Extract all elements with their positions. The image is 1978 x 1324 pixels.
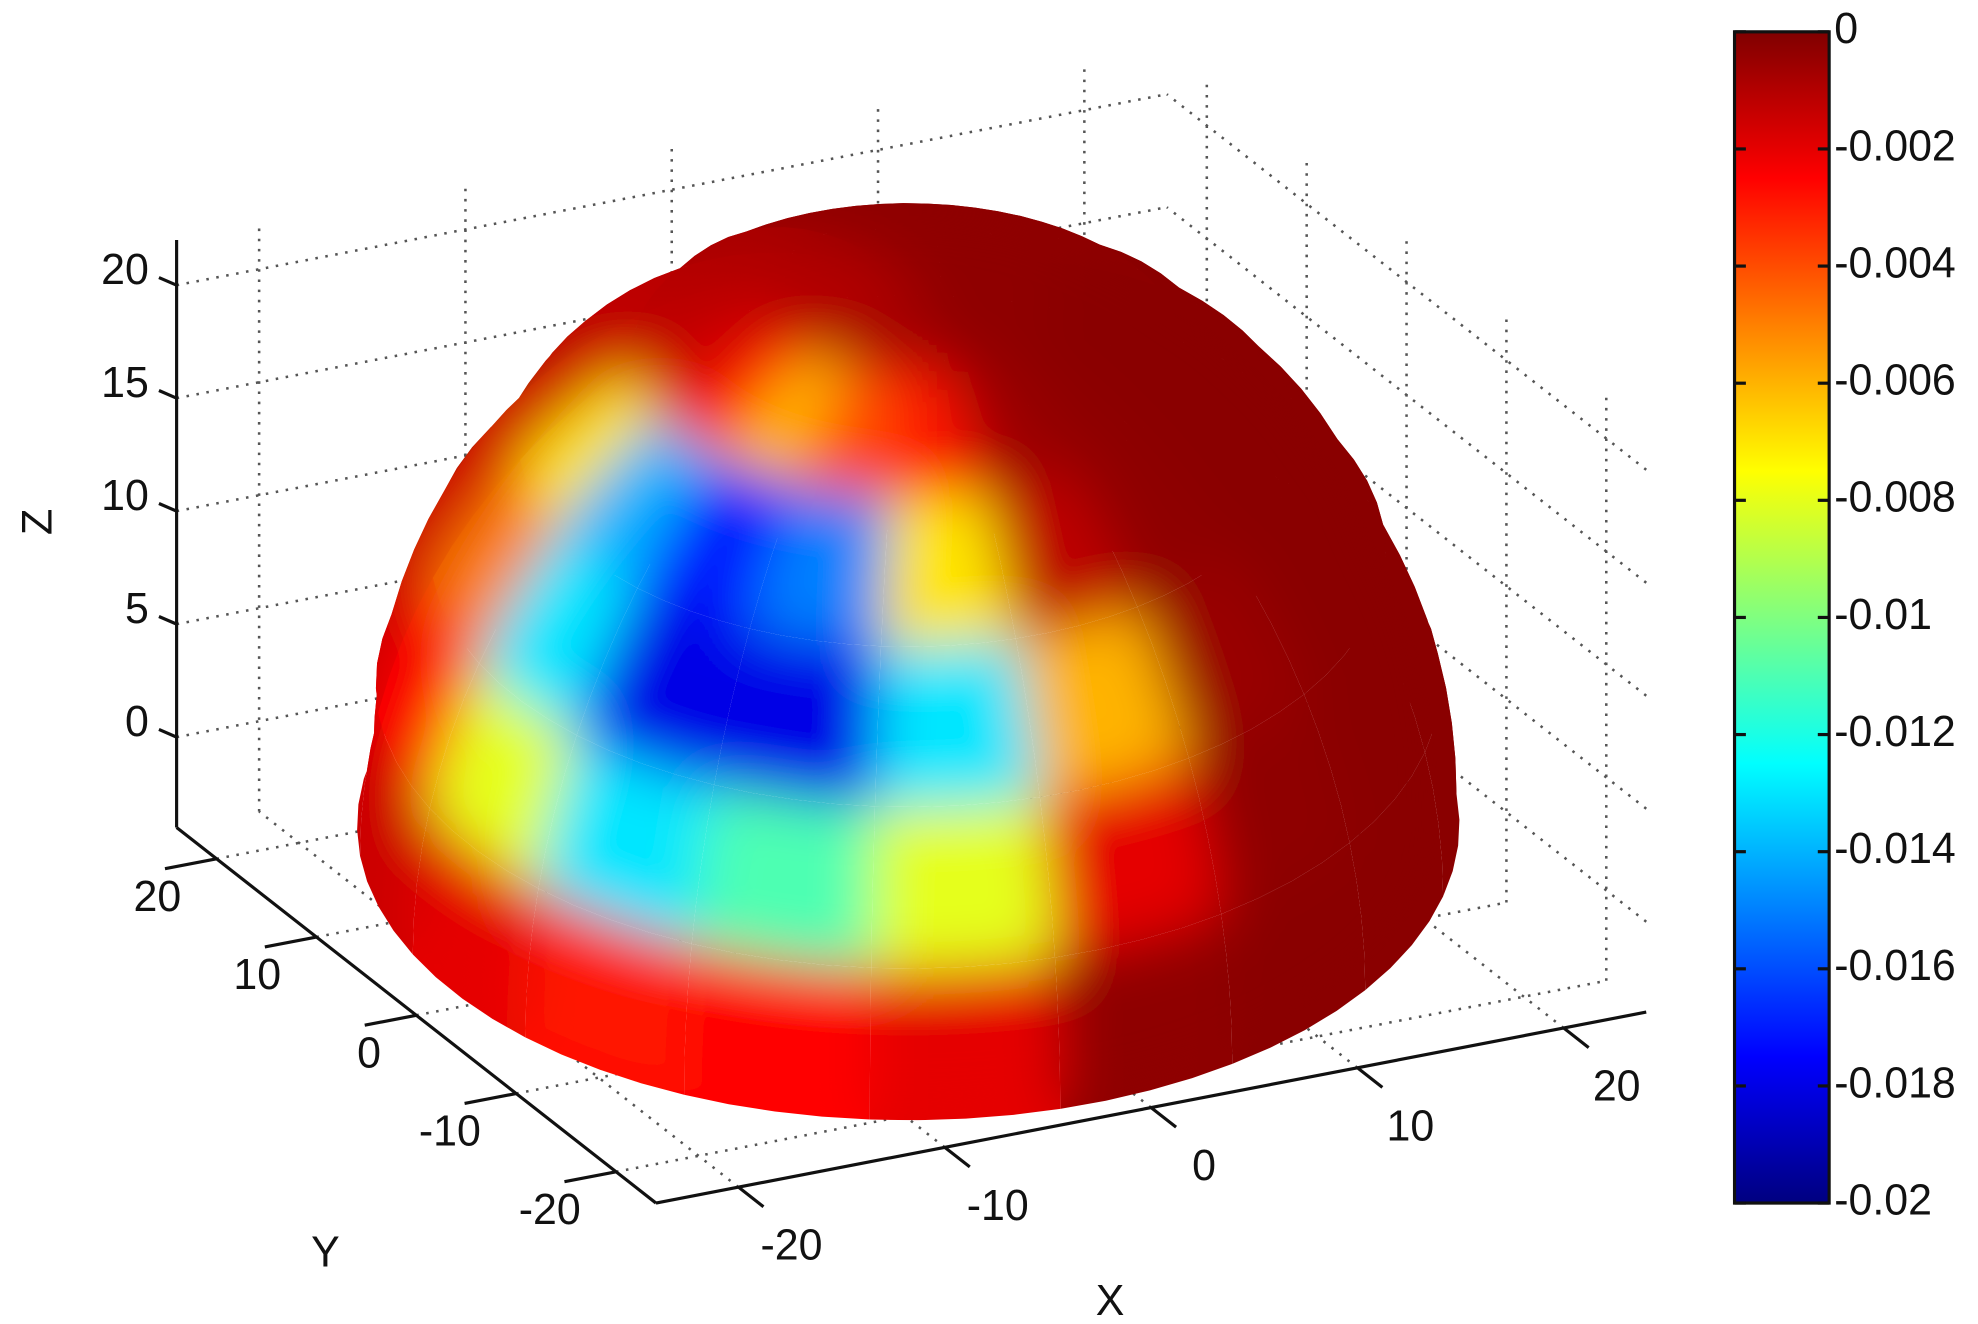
colorbar-tick-label: -0.002 — [1834, 122, 1956, 170]
x-axis-label: X — [1096, 1277, 1125, 1324]
colorbar-tick-label: -0.016 — [1834, 942, 1956, 990]
colorbar-tick-label: -0.01 — [1834, 591, 1932, 639]
y-tick-label: 20 — [134, 873, 182, 921]
surface-cell — [874, 637, 1041, 808]
z-tick-label: 20 — [101, 246, 149, 294]
z-tick-label: 15 — [101, 359, 149, 407]
surface-cell — [690, 784, 876, 969]
z-tick-label: 10 — [101, 472, 149, 520]
colorbar-tick-label: -0.012 — [1834, 708, 1956, 756]
z-tick — [158, 728, 178, 739]
x-tick-label: 0 — [1192, 1142, 1216, 1190]
colorbar-tick-label: 0 — [1834, 5, 1858, 53]
y-axis-label: Y — [311, 1229, 340, 1277]
y-tick — [164, 857, 217, 871]
x-tick — [1562, 1026, 1590, 1049]
z-tick-label: 0 — [125, 698, 149, 746]
x-tick-label: 10 — [1387, 1102, 1435, 1150]
colorbar-tick-label: -0.014 — [1834, 825, 1956, 873]
grid-line — [1166, 206, 1648, 584]
z-tick — [158, 389, 178, 400]
x-tick — [737, 1185, 765, 1208]
x-tick — [1356, 1066, 1384, 1089]
surface — [357, 203, 1460, 1121]
z-axis-label: Z — [14, 509, 62, 535]
z-tick — [158, 615, 178, 626]
grid-line — [1166, 93, 1648, 471]
surface-cell — [869, 956, 1061, 1121]
x-tick — [943, 1146, 971, 1169]
y-tick — [564, 1170, 617, 1184]
colorbar-tick-label: -0.004 — [1834, 239, 1956, 287]
colorbar: 0 -0.002 -0.004 -0.006 -0.008 -0.01 -0.012 -0.0… — [1732, 5, 1956, 1225]
z-tick-label: 5 — [125, 585, 149, 633]
y-tick-label: 10 — [233, 951, 281, 999]
z-tick — [158, 276, 178, 287]
colorbar-tick-label: -0.018 — [1834, 1059, 1956, 1107]
colorbar-scale — [1732, 30, 1831, 1205]
y-tick-label: 0 — [357, 1029, 381, 1077]
y-tick — [264, 935, 317, 949]
x-tick-label: -20 — [760, 1222, 822, 1270]
x-tick — [1150, 1106, 1178, 1129]
y-tick-label: -10 — [419, 1108, 481, 1156]
surface-cell — [870, 796, 1056, 970]
y-tick-label: -20 — [519, 1186, 581, 1234]
surface-cell — [683, 943, 872, 1121]
x-tick-label: 20 — [1593, 1062, 1641, 1110]
z-tick — [158, 502, 178, 513]
colorbar-tick-label: -0.006 — [1834, 356, 1956, 404]
colorbar-tick-label: -0.008 — [1834, 474, 1956, 522]
axes: -20 -10 0 10 20 -20 -10 0 10 20 0 5 10 15 20 — [101, 239, 1647, 1270]
y-tick — [364, 1013, 417, 1027]
x-tick-label: -10 — [967, 1182, 1029, 1230]
y-tick — [464, 1091, 517, 1106]
colorbar-tick-label: -0.02 — [1834, 1176, 1932, 1224]
